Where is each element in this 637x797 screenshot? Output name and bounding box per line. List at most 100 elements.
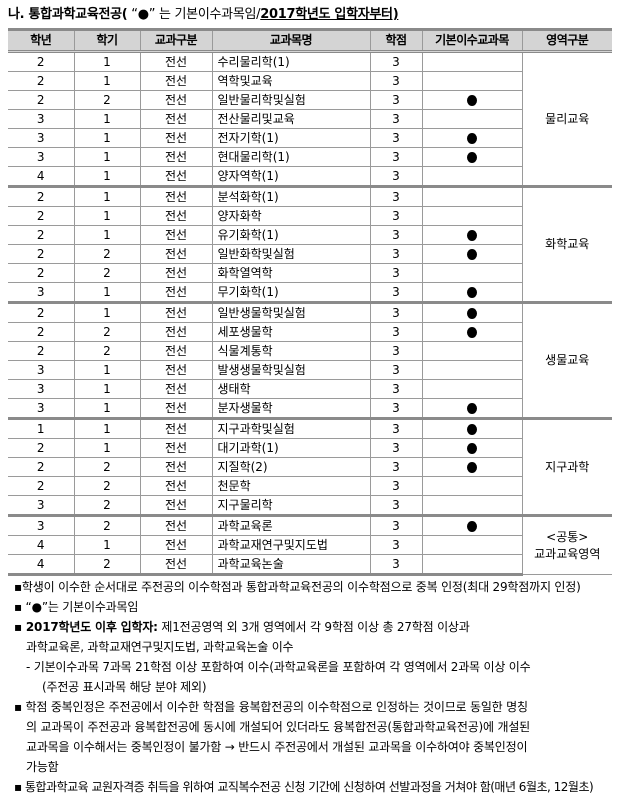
semester-cell: 1 <box>73 206 141 226</box>
credit-cell: 3 <box>369 554 423 576</box>
required-cell <box>421 322 523 342</box>
required-cell <box>421 225 523 245</box>
area-cell: 지구과학 <box>521 417 612 516</box>
course-name-cell: 과학교육논술 <box>211 554 371 576</box>
credit-cell: 3 <box>369 514 423 536</box>
year-cell: 2 <box>8 206 75 226</box>
required-cell <box>421 398 523 419</box>
title-emphasis: 2017학년도 입학자부터) <box>260 7 399 22</box>
semester-cell: 2 <box>73 244 141 264</box>
course-name-cell: 일반생물학및실험 <box>211 301 371 323</box>
course-name-cell: 무기화학(1) <box>211 282 371 303</box>
note-license: ▪ 통합과학교육 교원자격증 취득을 위하여 교직복수전공 신청 기간에 신청하… <box>14 780 594 794</box>
category-cell: 전선 <box>139 147 213 167</box>
note-2017-cont: 과학교육론, 과학교재연구및지도법, 과학교육논술 이수 <box>26 640 294 654</box>
filled-circle-icon <box>467 402 477 414</box>
course-name-cell: 일반물리학및실험 <box>211 90 371 110</box>
course-name-cell: 지구물리학 <box>211 495 371 516</box>
semester-cell: 1 <box>73 301 141 323</box>
semester-cell: 1 <box>73 51 141 72</box>
credit-cell: 3 <box>369 301 423 323</box>
year-cell: 2 <box>8 438 75 458</box>
year-cell: 3 <box>8 147 75 167</box>
table-row: 2 2 전선 천문학 3 <box>8 476 612 496</box>
course-name-cell: 전자기학(1) <box>211 128 371 148</box>
table-row: 2 2 전선 지질학(2) 3 <box>8 457 612 477</box>
column-header: 학기 <box>73 28 141 53</box>
filled-circle-icon <box>467 94 477 106</box>
course-name-cell: 유기화학(1) <box>211 225 371 245</box>
semester-cell: 2 <box>73 457 141 477</box>
semester-cell: 2 <box>73 495 141 516</box>
required-cell <box>421 206 523 226</box>
area-line: <공통> <box>546 529 589 544</box>
column-header: 교과구분 <box>139 28 213 53</box>
credit-cell: 3 <box>369 109 423 129</box>
category-cell: 전선 <box>139 185 213 207</box>
credit-cell: 3 <box>369 417 423 439</box>
credit-cell: 3 <box>369 185 423 207</box>
semester-cell: 1 <box>73 438 141 458</box>
course-name-cell: 과학교육론 <box>211 514 371 536</box>
filled-circle-icon <box>467 229 477 241</box>
header-row: 학년 학기 교과구분 교과목명 학점 기본이수교과목 영역구분 <box>8 28 612 53</box>
column-header: 학점 <box>369 28 423 53</box>
table-row: 3 1 전선 생태학 3 <box>8 379 612 399</box>
semester-cell: 2 <box>73 554 141 576</box>
semester-cell: 1 <box>73 128 141 148</box>
credit-cell: 3 <box>369 438 423 458</box>
year-cell: 4 <box>8 554 75 576</box>
year-cell: 2 <box>8 301 75 323</box>
year-cell: 2 <box>8 90 75 110</box>
semester-cell: 1 <box>73 109 141 129</box>
column-header: 영역구분 <box>521 28 612 53</box>
filled-circle-icon <box>467 248 477 260</box>
required-cell <box>421 51 523 72</box>
category-cell: 전선 <box>139 341 213 361</box>
filled-circle-icon <box>467 286 477 298</box>
category-cell: 전선 <box>139 514 213 536</box>
category-cell: 전선 <box>139 535 213 555</box>
category-cell: 전선 <box>139 128 213 148</box>
course-name-cell: 발생생물학및실험 <box>211 360 371 380</box>
category-cell: 전선 <box>139 322 213 342</box>
year-cell: 2 <box>8 457 75 477</box>
course-name-cell: 역학및교육 <box>211 71 371 91</box>
course-name-cell: 생태학 <box>211 379 371 399</box>
required-cell <box>421 166 523 187</box>
credit-cell: 3 <box>369 476 423 496</box>
semester-cell: 1 <box>73 398 141 419</box>
table-row: 2 1 전선 유기화학(1) 3 <box>8 225 612 245</box>
course-name-cell: 지질학(2) <box>211 457 371 477</box>
filled-circle-icon <box>467 461 477 473</box>
note-overlap-3: 교과목을 이수해서는 중복인정이 불가함 → 반드시 주전공에서 개설된 교과목… <box>26 740 528 754</box>
semester-cell: 1 <box>73 282 141 303</box>
credit-cell: 3 <box>369 147 423 167</box>
table-row: 4 1 전선 양자역학(1) 3 <box>8 166 612 187</box>
year-cell: 2 <box>8 322 75 342</box>
year-cell: 3 <box>8 379 75 399</box>
table-row: 2 1 전선 수리물리학(1) 3 물리교육 <box>8 51 612 187</box>
category-cell: 전선 <box>139 244 213 264</box>
table-row: 3 2 전선 과학교육론 3 <공통> 교과교육영역 <box>8 514 612 575</box>
year-cell: 2 <box>8 51 75 72</box>
required-cell <box>421 495 523 516</box>
credit-cell: 3 <box>369 322 423 342</box>
category-cell: 전선 <box>139 379 213 399</box>
note-overlap-4: 가능함 <box>26 760 59 774</box>
filled-circle-icon <box>467 442 477 454</box>
note-2017-admission: ▪ 2017학년도 이후 입학자: 제1전공영역 외 3개 영역에서 각 9학점… <box>14 617 629 637</box>
note-duplicate-credit: ▪학생이 이수한 순서대로 주전공의 이수학점과 통합과학교육전공의 이수학점으… <box>14 580 581 594</box>
required-cell <box>421 71 523 91</box>
year-cell: 4 <box>8 166 75 187</box>
required-cell <box>421 109 523 129</box>
year-cell: 3 <box>8 514 75 536</box>
semester-cell: 2 <box>73 322 141 342</box>
category-cell: 전선 <box>139 71 213 91</box>
note-2017-sub: - 기본이수과목 7과목 21학점 이상 포함하여 이수(과학교육론을 포함하여… <box>26 660 531 674</box>
year-cell: 2 <box>8 71 75 91</box>
required-cell <box>421 185 523 207</box>
year-cell: 2 <box>8 341 75 361</box>
note-overlap-1: ▪ 학점 중복인정은 주전공에서 이수한 학점을 융복합전공의 이수학점으로 인… <box>14 700 528 714</box>
notes: ▪학생이 이수한 순서대로 주전공의 이수학점과 통합과학교육전공의 이수학점으… <box>14 577 629 797</box>
